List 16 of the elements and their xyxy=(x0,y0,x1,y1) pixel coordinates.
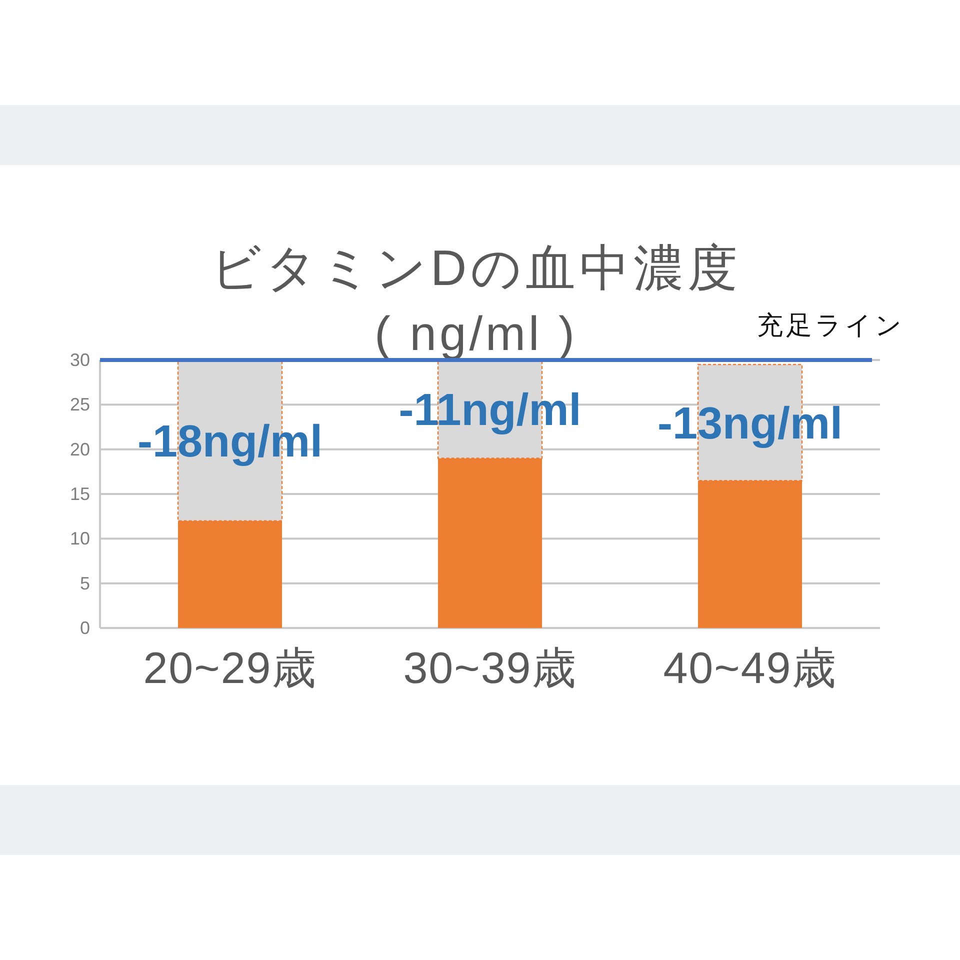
y-tick-label: 0 xyxy=(80,618,90,638)
y-tick-label: 25 xyxy=(70,394,90,415)
y-tick-label: 30 xyxy=(70,350,90,370)
annotation: -11ng/ml xyxy=(398,384,582,436)
x-tick-label: 30~39歳 xyxy=(403,644,577,693)
chart-title: ビタミンDの血中濃度 xyxy=(210,240,742,296)
annotation: -13ng/ml xyxy=(657,398,843,449)
x-tick-label: 20~29歳 xyxy=(143,644,317,693)
y-tick-label: 5 xyxy=(80,573,90,594)
y-tick-label: 20 xyxy=(70,439,90,460)
ref-line-label: 充足ライン xyxy=(757,310,905,340)
annotation: -18ng/ml xyxy=(137,415,323,466)
y-tick-label: 15 xyxy=(70,484,90,504)
chart-subtitle: ( ng/ml ) xyxy=(374,308,578,361)
x-tick-label: 40~49歳 xyxy=(663,644,837,693)
y-tick-label: 10 xyxy=(70,528,90,549)
